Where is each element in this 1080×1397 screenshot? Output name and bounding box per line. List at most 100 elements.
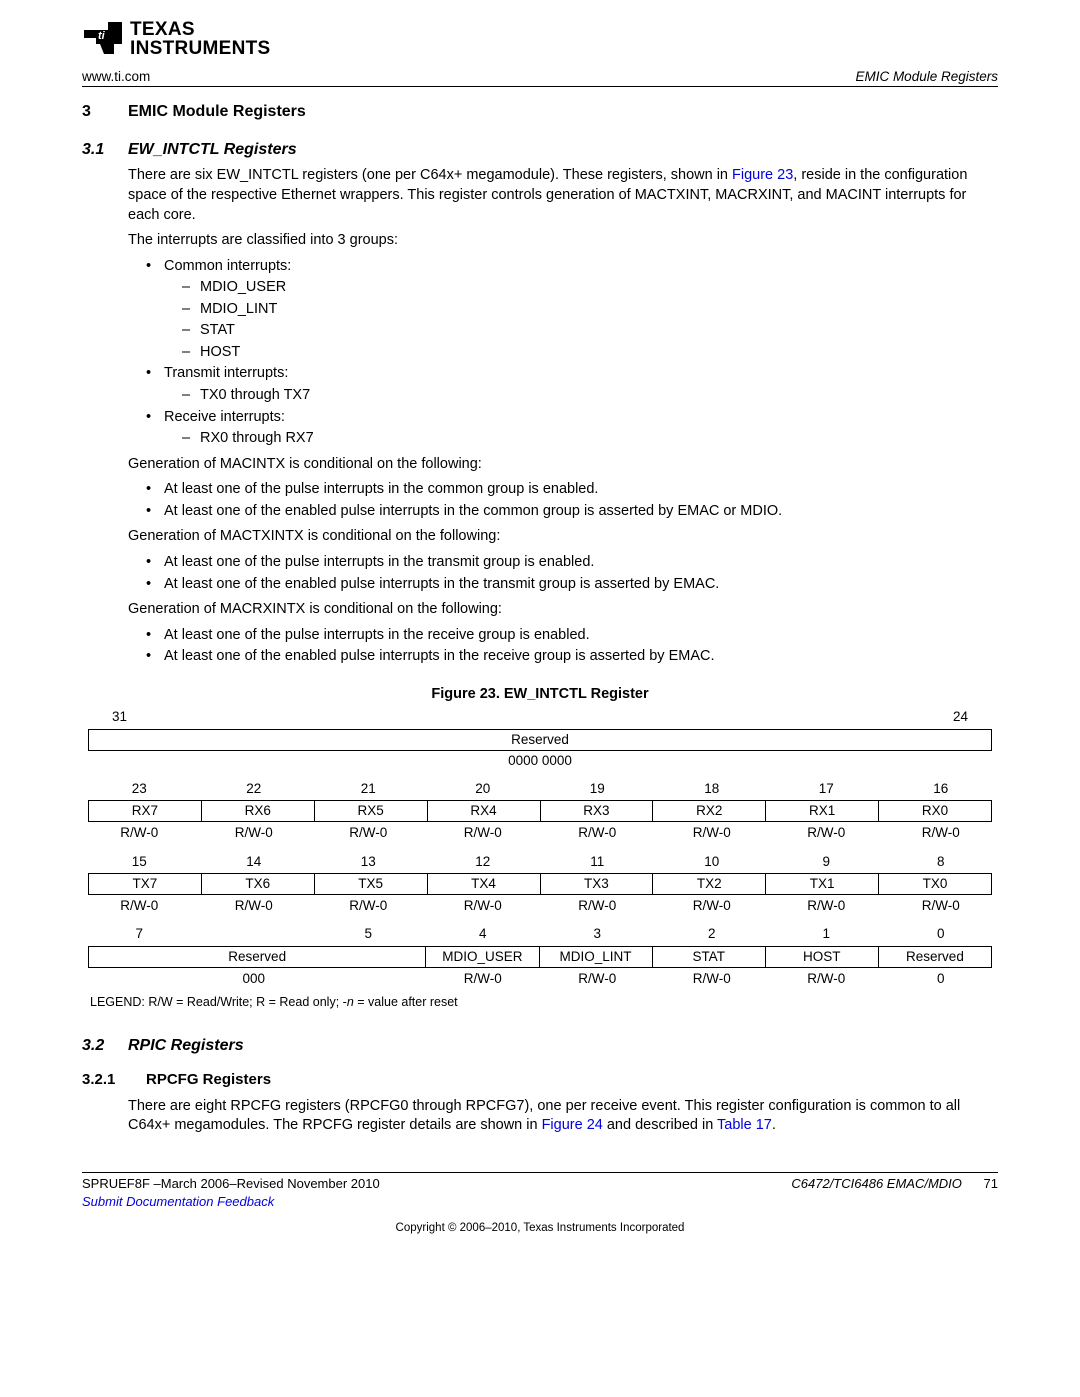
field-tx3: TX3	[541, 874, 654, 894]
section-3-num: 3	[82, 101, 128, 123]
copyright: Copyright © 2006–2010, Texas Instruments…	[82, 1221, 998, 1237]
field-reserved-7-5: Reserved	[89, 947, 426, 967]
footer: SPRUEF8F –March 2006–Revised November 20…	[82, 1172, 998, 1237]
bit-6	[197, 925, 312, 943]
tx0-rw: R/W-0	[884, 897, 999, 915]
tx4-rw: R/W-0	[426, 897, 541, 915]
bit-24: 24	[953, 708, 968, 726]
field-rx6: RX6	[202, 801, 315, 821]
bits-15-8: 15 14 13 12 11 10 9 8	[82, 853, 998, 871]
field-rx1: RX1	[766, 801, 879, 821]
grp2-item-0: TX0 through TX7	[182, 386, 998, 406]
tx3-rw: R/W-0	[540, 897, 655, 915]
low-rw-row: 000 R/W-0 R/W-0 R/W-0 R/W-0 0	[82, 970, 998, 988]
tx7-rw: R/W-0	[82, 897, 197, 915]
bit-1: 1	[769, 925, 884, 943]
figure-24-link[interactable]: Figure 24	[542, 1117, 603, 1133]
legend-a: LEGEND: R/W = Read/Write; R = Read only;…	[90, 995, 347, 1009]
header-bar: www.ti.com EMIC Module Registers	[82, 68, 998, 87]
cond2-b: At least one of the enabled pulse interr…	[146, 575, 998, 595]
section-3-2-heading: 3.2 RPIC Registers	[82, 1035, 998, 1057]
reserved-31-24-val: 0000 0000	[82, 752, 998, 770]
group-common-label: Common interrupts:	[164, 258, 291, 274]
header-left[interactable]: www.ti.com	[82, 68, 150, 86]
bit-13: 13	[311, 853, 426, 871]
sec31-p1: There are six EW_INTCTL registers (one p…	[128, 166, 998, 225]
field-tx5: TX5	[315, 874, 428, 894]
rx6-rw: R/W-0	[197, 824, 312, 842]
bit-4: 4	[426, 925, 541, 943]
rx2-rw: R/W-0	[655, 824, 770, 842]
bit-0: 0	[884, 925, 999, 943]
cond1-a: At least one of the pulse interrupts in …	[146, 480, 998, 500]
section-3-1-title: EW_INTCTL Registers	[128, 139, 297, 161]
section-3-1-heading: 3.1 EW_INTCTL Registers	[82, 139, 998, 161]
bit-19: 19	[540, 780, 655, 798]
cond3-a: At least one of the pulse interrupts in …	[146, 626, 998, 646]
section-3-2-1-body: There are eight RPCFG registers (RPCFG0 …	[128, 1097, 998, 1136]
tx-fields: TX7 TX6 TX5 TX4 TX3 TX2 TX1 TX0	[88, 873, 992, 895]
figure-23-link[interactable]: Figure 23	[732, 167, 793, 183]
field-mdio-lint: MDIO_LINT	[540, 947, 653, 967]
table-17-link[interactable]: Table 17	[717, 1117, 772, 1133]
bit-22: 22	[197, 780, 312, 798]
page-number: 71	[984, 1176, 998, 1191]
field-rx4: RX4	[428, 801, 541, 821]
bit-17: 17	[769, 780, 884, 798]
field-rx2: RX2	[653, 801, 766, 821]
bit-16: 16	[884, 780, 999, 798]
section-3-2-1-num: 3.2.1	[82, 1070, 146, 1090]
field-rx7: RX7	[89, 801, 202, 821]
figure-23-legend: LEGEND: R/W = Read/Write; R = Read only;…	[90, 994, 998, 1011]
interrupt-groups-list: Common interrupts: MDIO_USER MDIO_LINT S…	[146, 257, 998, 449]
bit-12: 12	[426, 853, 541, 871]
grp3-item-0: RX0 through RX7	[182, 429, 998, 449]
sec31-p2: The interrupts are classified into 3 gro…	[128, 231, 998, 251]
field-tx0: TX0	[879, 874, 991, 894]
low-fields: Reserved MDIO_USER MDIO_LINT STAT HOST R…	[88, 946, 992, 968]
grp1-item-0: MDIO_USER	[182, 278, 998, 298]
bits-7-0: 7 5 4 3 2 1 0	[82, 925, 998, 943]
rx5-rw: R/W-0	[311, 824, 426, 842]
footer-doc-title: C6472/TCI6486 EMAC/MDIO	[791, 1176, 962, 1191]
bit-21: 21	[311, 780, 426, 798]
cond3-intro: Generation of MACRXINTX is conditional o…	[128, 600, 998, 620]
footer-bar: SPRUEF8F –March 2006–Revised November 20…	[82, 1172, 998, 1193]
bit-15: 15	[82, 853, 197, 871]
section-3-2-1-heading: 3.2.1 RPCFG Registers	[82, 1070, 998, 1090]
field-tx4: TX4	[428, 874, 541, 894]
legend-n: n	[347, 995, 354, 1009]
ti-logo: ti TEXAS INSTRUMENTS	[82, 20, 271, 58]
bit-10: 10	[655, 853, 770, 871]
header-right: EMIC Module Registers	[855, 68, 998, 86]
tx-rw-row: R/W-0 R/W-0 R/W-0 R/W-0 R/W-0 R/W-0 R/W-…	[82, 897, 998, 915]
rx7-rw: R/W-0	[82, 824, 197, 842]
cond2-intro: Generation of MACTXINTX is conditional o…	[128, 527, 998, 547]
cond2-list: At least one of the pulse interrupts in …	[146, 553, 998, 594]
bits-23-16: 23 22 21 20 19 18 17 16	[82, 780, 998, 798]
field-rx3: RX3	[541, 801, 654, 821]
field-tx7: TX7	[89, 874, 202, 894]
sec31-p1a: There are six EW_INTCTL registers (one p…	[128, 167, 732, 183]
rx4-rw: R/W-0	[426, 824, 541, 842]
submit-feedback-link[interactable]: Submit Documentation Feedback	[82, 1193, 998, 1211]
footer-left: SPRUEF8F –March 2006–Revised November 20…	[82, 1175, 380, 1193]
bit-11: 11	[540, 853, 655, 871]
group-common: Common interrupts: MDIO_USER MDIO_LINT S…	[146, 257, 998, 363]
sec321-p1c: .	[772, 1117, 776, 1133]
cond1-intro: Generation of MACINTX is conditional on …	[128, 455, 998, 475]
tx5-rw: R/W-0	[311, 897, 426, 915]
logo-text-bottom: INSTRUMENTS	[130, 39, 271, 58]
svg-text:ti: ti	[98, 30, 106, 42]
bit-7: 7	[82, 925, 197, 943]
sec321-p1: There are eight RPCFG registers (RPCFG0 …	[128, 1097, 998, 1136]
field-tx2: TX2	[653, 874, 766, 894]
section-3-2-1-title: RPCFG Registers	[146, 1070, 271, 1090]
bit-23: 23	[82, 780, 197, 798]
field-reserved-0: Reserved	[879, 947, 991, 967]
bit-9: 9	[769, 853, 884, 871]
section-3-title: EMIC Module Registers	[128, 101, 306, 123]
reserved-0-val: 0	[884, 970, 999, 988]
field-rx5: RX5	[315, 801, 428, 821]
cond3-list: At least one of the pulse interrupts in …	[146, 626, 998, 667]
